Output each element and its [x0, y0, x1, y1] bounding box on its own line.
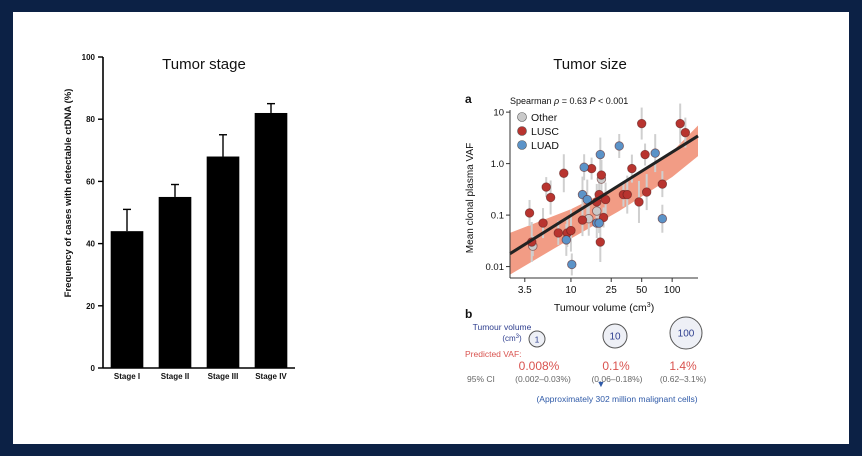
scatter-ytick-label: 0.1	[491, 211, 504, 222]
bar-ytick-label: 40	[86, 240, 95, 249]
bar-ytick-label: 20	[86, 302, 95, 311]
scatter-point-lusc	[641, 187, 652, 197]
bar-chart-yticks: 0 20 40 60 80 100	[82, 53, 103, 373]
volume-circles: 1 0.008%(0.002–0.03%) 10 0.1%(0.06–0.18%) 10…	[515, 316, 706, 384]
scatter-point-luad	[595, 149, 605, 160]
scatter-point-lusc	[559, 168, 569, 178]
predicted-vaf-label: Predicted VAF:	[465, 349, 522, 359]
scatter-point-lusc	[595, 237, 605, 247]
scatter-ytick-label: 0.01	[486, 262, 505, 273]
scatter-point-lusc	[541, 182, 551, 192]
bar-chart-bars	[110, 112, 288, 368]
scatter-point-other	[592, 206, 602, 216]
scatter-xtick-label: 10	[565, 285, 577, 296]
scatter-xticks: 3.5 10 25 50 100	[518, 278, 681, 296]
scatter-point-lusc	[634, 197, 644, 207]
scatter-xlabel: Tumour volume (cm3)	[554, 302, 654, 314]
malignant-cells-note: (Approximately 302 million malignant cel…	[536, 394, 697, 404]
bar-chart-xlabels: Stage I Stage II Stage III Stage IV	[114, 372, 288, 381]
scatter-point-luad	[614, 141, 624, 151]
bar-category-label: Stage I	[114, 372, 140, 381]
volume-circle	[669, 316, 703, 350]
spearman-annotation: Spearman ρ = 0.63 P < 0.001	[510, 96, 628, 106]
volume-circle	[528, 330, 546, 348]
scatter-ytick-label: 10	[493, 108, 504, 119]
scatter-point-luad	[594, 218, 604, 228]
scatter-point-lusc	[675, 118, 685, 129]
legend-marker-other	[517, 112, 527, 122]
scatter-point-lusc	[640, 149, 650, 160]
slide-canvas: Tumor stage Frequency of cases with dete…	[63, 53, 706, 404]
bar-chart: Tumor stage Frequency of cases with dete…	[63, 53, 295, 381]
scatter-xtick-label: 50	[636, 285, 648, 296]
volume-circle-label: 1	[535, 335, 540, 345]
scatter-point-lusc	[566, 225, 576, 236]
bar-category-label: Stage II	[161, 372, 189, 381]
panel-a-label: a	[465, 92, 472, 106]
predicted-vaf-value: 1.4%	[669, 359, 697, 373]
predicted-vaf-value: 0.008%	[519, 359, 560, 373]
legend-marker-lusc	[517, 126, 527, 136]
scatter-legend: Other LUSC LUAD	[517, 112, 559, 152]
slide: Tumor stage Frequency of cases with dete…	[13, 12, 849, 444]
scatter-ytick-label: 1.0	[491, 159, 504, 170]
bar-category-label: Stage IV	[255, 372, 287, 381]
ci-label-prefix: 95% CI	[467, 374, 495, 384]
legend-label-other: Other	[531, 112, 558, 124]
scatter-point-lusc	[622, 189, 632, 200]
bar-chart-errorbars	[123, 102, 275, 232]
trend-line	[509, 134, 699, 255]
marker-arrow: ▼	[597, 379, 606, 389]
bar-ytick-label: 80	[86, 115, 95, 124]
predicted-vaf-value: 0.1%	[602, 359, 630, 373]
scatter-yticks: 0.01 0.1 1.0 10	[486, 108, 510, 273]
ci-value: (0.62–3.1%)	[660, 374, 706, 384]
bar	[110, 231, 144, 368]
scatter-point-lusc	[680, 127, 691, 138]
scatter-point-luad	[561, 235, 572, 245]
bar-ytick-label: 0	[91, 364, 96, 373]
scatter-point-luad	[579, 162, 589, 172]
bar	[206, 156, 240, 368]
scatter-point-lusc	[577, 215, 588, 225]
bar-ytick-label: 60	[86, 177, 95, 186]
scatter-point-lusc	[657, 179, 668, 189]
scatter-ylabel: Mean clonal plasma VAF	[465, 143, 476, 253]
legend-label-luad: LUAD	[531, 140, 559, 152]
bar	[254, 112, 288, 368]
bar-category-label: Stage III	[208, 372, 239, 381]
volume-circle	[602, 323, 628, 349]
legend-marker-luad	[517, 140, 527, 150]
scatter-point-lusc	[636, 118, 647, 129]
bar-chart-ylabel: Frequency of cases with detectable ctDNA…	[63, 89, 74, 298]
scatter-point-lusc	[553, 228, 563, 238]
ci-value: (0.06–0.18%)	[591, 374, 642, 384]
legend-label-lusc: LUSC	[531, 126, 559, 138]
bar-ytick-label: 100	[82, 53, 96, 62]
tumour-volume-unit: (cm3)	[502, 334, 522, 343]
scatter-xtick-label: 3.5	[518, 285, 532, 296]
scatter-title: Tumor size	[553, 56, 627, 73]
tumor-size-panel: Tumor size a Spearman ρ = 0.63 P < 0.001…	[465, 56, 706, 404]
bar-chart-title: Tumor stage	[162, 56, 246, 73]
scatter-point-luad	[657, 214, 668, 224]
scatter-xtick-label: 25	[606, 285, 618, 296]
scatter-point-luad	[650, 148, 660, 158]
scatter-point-lusc	[538, 218, 548, 228]
tumour-volume-label: Tumour volume	[473, 322, 532, 332]
ci-value: (0.002–0.03%)	[515, 374, 571, 384]
scatter-point-luad	[567, 259, 577, 270]
scatter-point-lusc	[596, 170, 607, 180]
panel-b-label: b	[465, 307, 472, 321]
scatter-point-lusc	[627, 163, 637, 174]
volume-circle-label: 10	[609, 332, 621, 343]
trend-line-path	[509, 134, 699, 255]
bar	[158, 196, 192, 368]
volume-circle-label: 100	[678, 329, 695, 340]
scatter-point-lusc	[545, 192, 556, 203]
scatter-xtick-label: 100	[664, 285, 681, 296]
scatter-point-lusc	[524, 208, 535, 218]
